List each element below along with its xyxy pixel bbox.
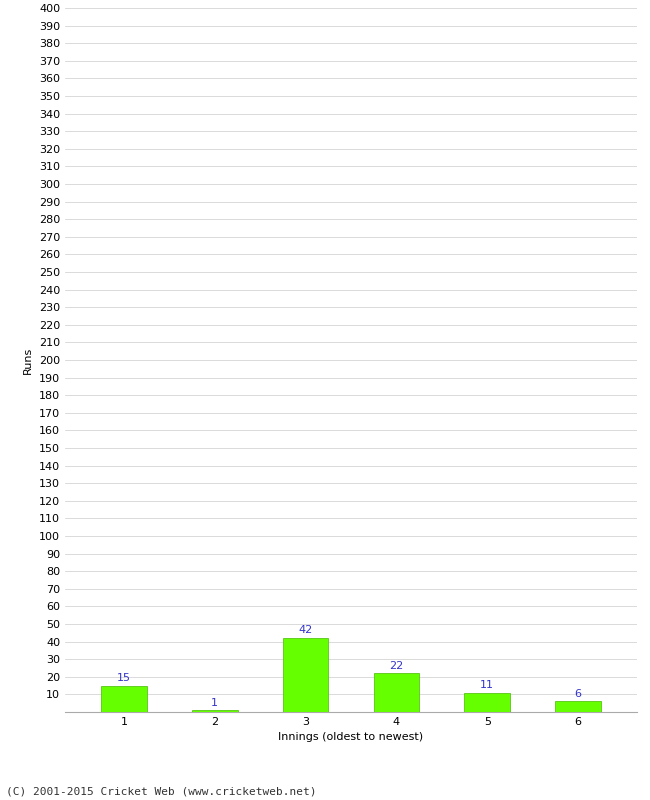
Y-axis label: Runs: Runs <box>23 346 33 374</box>
Text: 1: 1 <box>211 698 218 708</box>
Text: 15: 15 <box>117 673 131 683</box>
Text: (C) 2001-2015 Cricket Web (www.cricketweb.net): (C) 2001-2015 Cricket Web (www.cricketwe… <box>6 786 317 796</box>
Bar <box>555 702 601 712</box>
Bar <box>465 693 510 712</box>
Text: 22: 22 <box>389 661 404 670</box>
Bar <box>283 638 328 712</box>
Bar <box>192 710 237 712</box>
Text: 11: 11 <box>480 680 494 690</box>
X-axis label: Innings (oldest to newest): Innings (oldest to newest) <box>278 733 424 742</box>
Text: 42: 42 <box>298 626 313 635</box>
Text: 6: 6 <box>575 689 582 699</box>
Bar <box>101 686 147 712</box>
Bar <box>374 674 419 712</box>
